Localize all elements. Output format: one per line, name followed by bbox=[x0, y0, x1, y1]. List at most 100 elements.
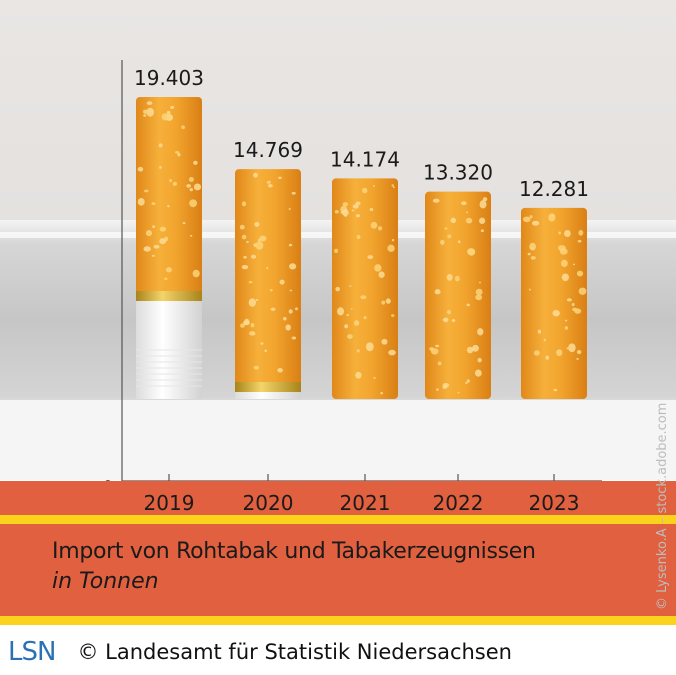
tobacco-fleck bbox=[454, 275, 460, 282]
tobacco-fleck bbox=[260, 342, 264, 345]
tobacco-fleck bbox=[248, 280, 253, 284]
bar-2023: 12.281 bbox=[519, 177, 589, 399]
tobacco-fleck bbox=[578, 287, 587, 295]
tobacco-fleck bbox=[537, 329, 542, 334]
tobacco-fleck bbox=[146, 107, 155, 117]
tobacco-fleck bbox=[159, 238, 167, 245]
tobacco-fleck bbox=[346, 313, 350, 317]
tobacco-fleck bbox=[479, 200, 487, 209]
tobacco-fleck bbox=[291, 191, 296, 195]
tobacco-fleck bbox=[465, 217, 473, 224]
filter-band bbox=[136, 291, 202, 301]
tobacco-fleck bbox=[450, 217, 457, 224]
tobacco-fleck bbox=[447, 234, 452, 239]
tobacco-fleck bbox=[475, 294, 483, 301]
tobacco-fleck bbox=[527, 252, 531, 256]
tobacco-fleck bbox=[545, 355, 550, 360]
tobacco-fleck bbox=[571, 302, 575, 307]
tobacco-fleck bbox=[145, 230, 153, 237]
tobacco-fleck bbox=[269, 289, 273, 292]
x-tick-label-2022: 2022 bbox=[433, 491, 484, 515]
tobacco-fleck bbox=[344, 324, 349, 329]
tobacco-fleck bbox=[289, 289, 293, 292]
tobacco-fleck bbox=[349, 285, 352, 287]
tobacco-fleck bbox=[347, 334, 353, 339]
tobacco-fleck bbox=[436, 388, 439, 391]
bar-2021: 14.174 bbox=[330, 147, 400, 399]
tobacco-fleck bbox=[378, 271, 385, 278]
tobacco-fleck bbox=[442, 319, 446, 321]
tobacco-fleck bbox=[561, 273, 570, 282]
tobacco-fleck bbox=[253, 365, 260, 370]
tobacco-fleck bbox=[193, 160, 198, 165]
tobacco-fleck bbox=[189, 199, 198, 208]
tobacco-fleck bbox=[337, 307, 345, 316]
tobacco-fleck bbox=[159, 226, 167, 232]
value-label-2019: 19.403 bbox=[134, 66, 204, 90]
tobacco-fleck bbox=[244, 318, 250, 326]
tobacco-fleck bbox=[146, 101, 153, 106]
filter-paper bbox=[235, 392, 301, 399]
tobacco-fleck bbox=[478, 217, 486, 224]
tobacco-fleck bbox=[378, 226, 383, 231]
tobacco-fleck bbox=[356, 234, 361, 240]
tobacco-fleck bbox=[466, 379, 470, 383]
tobacco-fleck bbox=[482, 197, 488, 202]
tobacco-fleck bbox=[543, 338, 546, 342]
tobacco-fleck bbox=[288, 243, 293, 247]
tobacco-fleck bbox=[277, 367, 283, 373]
bar-body bbox=[332, 178, 398, 399]
value-label-2022: 13.320 bbox=[423, 161, 493, 185]
tobacco-fleck bbox=[239, 224, 245, 230]
tobacco-fleck bbox=[288, 207, 291, 211]
tobacco-fleck bbox=[560, 259, 568, 268]
tobacco-fleck bbox=[577, 239, 582, 243]
tobacco-fleck bbox=[353, 320, 360, 326]
tobacco-fleck bbox=[478, 281, 482, 284]
tobacco-fleck bbox=[531, 220, 540, 226]
tobacco-fleck bbox=[528, 288, 531, 291]
x-tick-label-2023: 2023 bbox=[529, 491, 580, 515]
tobacco-fleck bbox=[164, 277, 168, 281]
tobacco-fleck bbox=[350, 308, 353, 310]
tobacco-fleck bbox=[566, 298, 572, 302]
tobacco-fleck bbox=[434, 289, 441, 295]
chart-title: Import von Rohtabak und Tabakerzeugnisse… bbox=[52, 539, 536, 564]
tobacco-fleck bbox=[192, 269, 200, 278]
band-stripe-yellow-top bbox=[0, 515, 676, 524]
filter-band bbox=[235, 382, 301, 392]
x-tick-label-2019: 2019 bbox=[144, 491, 195, 515]
tobacco-fleck bbox=[576, 350, 582, 355]
tobacco-fleck bbox=[188, 176, 194, 183]
tobacco-fleck bbox=[285, 324, 291, 331]
tobacco-fleck bbox=[529, 242, 537, 251]
title-block: Import von Rohtabak und Tabakerzeugnisse… bbox=[52, 537, 536, 597]
logo-text: LSN bbox=[8, 637, 56, 667]
tobacco-fleck bbox=[381, 300, 386, 305]
tobacco-fleck bbox=[551, 213, 555, 218]
axis-band bbox=[0, 481, 676, 515]
tobacco-fleck bbox=[264, 349, 268, 352]
tobacco-fleck bbox=[553, 388, 558, 392]
tobacco-fleck bbox=[568, 343, 576, 353]
bar-2019: 19.403 bbox=[134, 66, 204, 399]
tobacco-fleck bbox=[241, 265, 249, 270]
tobacco-fleck bbox=[391, 314, 395, 317]
tobacco-fleck bbox=[161, 113, 170, 121]
footer: LSN © Landesamt für Statistik Niedersach… bbox=[8, 634, 512, 670]
tobacco-fleck bbox=[369, 207, 374, 212]
tobacco-fleck bbox=[564, 319, 568, 322]
tobacco-fleck bbox=[250, 323, 255, 328]
tobacco-fleck bbox=[288, 309, 293, 314]
tobacco-fleck bbox=[522, 216, 531, 223]
tobacco-fleck bbox=[266, 267, 269, 270]
tobacco-fleck bbox=[182, 222, 186, 225]
tobacco-fleck bbox=[355, 371, 362, 379]
tobacco-fleck bbox=[278, 176, 282, 180]
tobacco-fleck bbox=[457, 391, 460, 394]
tobacco-fleck bbox=[251, 254, 257, 259]
tobacco-fleck bbox=[391, 184, 395, 187]
tobacco-fleck bbox=[442, 385, 448, 389]
tobacco-fleck bbox=[372, 185, 376, 187]
tobacco-fleck bbox=[341, 209, 349, 216]
